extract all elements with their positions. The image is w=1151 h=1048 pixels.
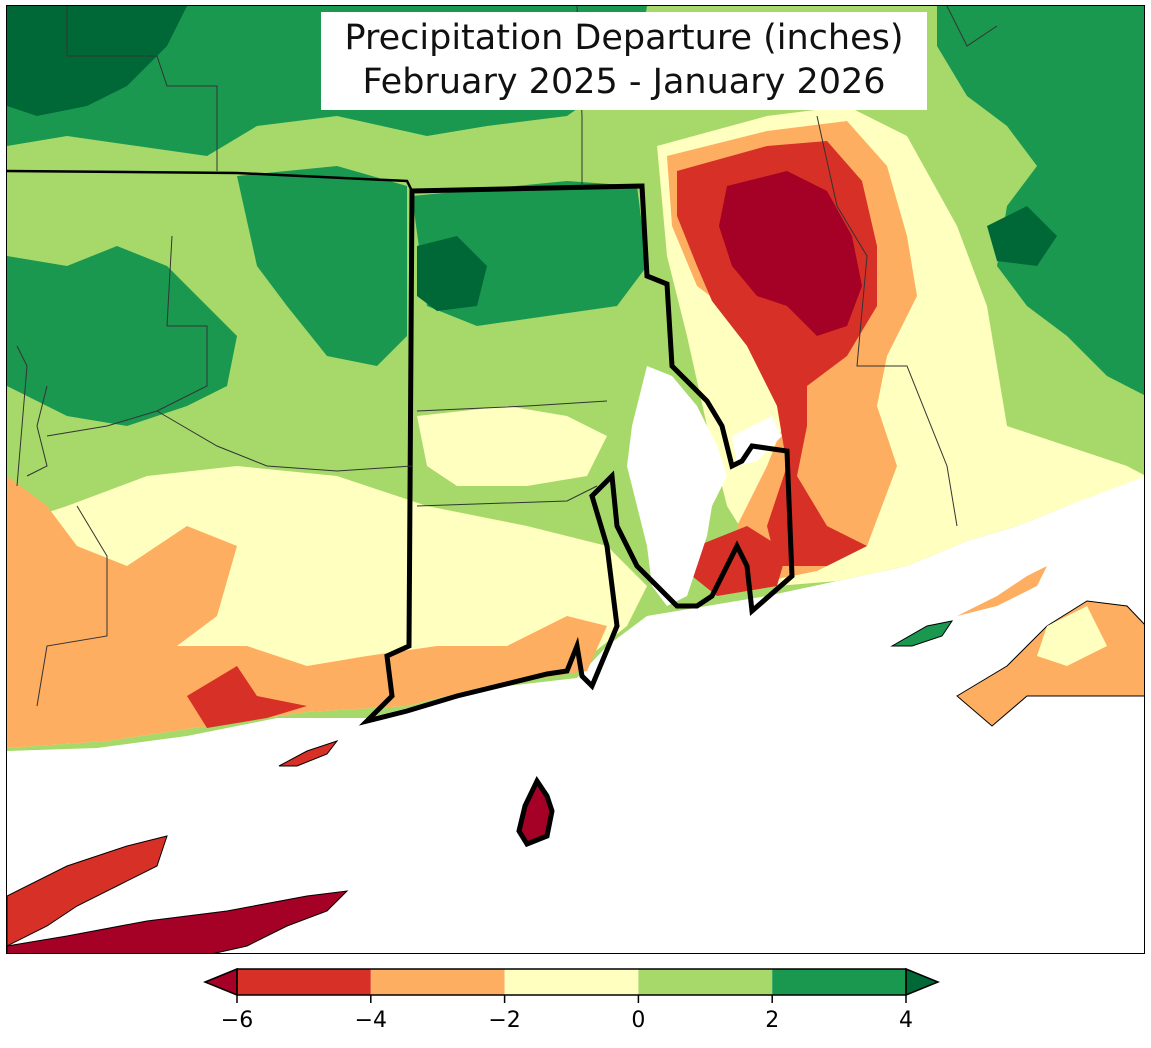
map-frame bbox=[6, 5, 1145, 954]
se-ma-very-dry bbox=[719, 171, 862, 336]
colorbar-bin bbox=[237, 969, 371, 995]
colorbar-tick-label: −4 bbox=[355, 1008, 387, 1033]
cape-cod-sliver bbox=[957, 566, 1047, 616]
ct-wet-patch-2 bbox=[237, 166, 407, 366]
central-neutral-band bbox=[417, 406, 607, 486]
colorbar-tick-label: −2 bbox=[488, 1008, 520, 1033]
colorbar-extend-low bbox=[203, 967, 238, 997]
elizabeth-islands bbox=[890, 620, 954, 647]
colorbar-tick-label: 4 bbox=[899, 1008, 913, 1033]
ri-wet-darkest bbox=[417, 236, 487, 311]
marthas-vineyard-yellow bbox=[1037, 606, 1107, 666]
colorbar-tick-label: 2 bbox=[765, 1008, 779, 1033]
ri-east-dry-red bbox=[692, 526, 787, 596]
ri-state-border bbox=[358, 183, 795, 726]
colorbar-bin bbox=[504, 969, 639, 995]
block-island bbox=[516, 775, 555, 848]
colorbar-extend-high bbox=[905, 967, 940, 997]
colorbar-ticks: −6 −4 −2 0 2 4 bbox=[221, 995, 913, 1033]
colorbar-bin bbox=[638, 969, 773, 995]
colorbar: −6 −4 −2 0 2 4 bbox=[203, 967, 940, 1033]
colorbar-bin bbox=[370, 969, 505, 995]
ne-ma-wet bbox=[937, 6, 1144, 395]
colorbar-tick-label: −6 bbox=[221, 1008, 253, 1033]
title-line-1: Precipitation Departure (inches) bbox=[344, 18, 904, 58]
long-island-fork bbox=[7, 835, 168, 947]
colorbar-outline bbox=[236, 968, 907, 996]
coastal-dry-red-ct bbox=[187, 666, 307, 728]
county-borders bbox=[16, 6, 998, 707]
precipitation-map bbox=[7, 6, 1144, 953]
colorbar-bins bbox=[237, 969, 906, 995]
ne-ma-wet-darkest bbox=[987, 206, 1057, 266]
coastal-dry-orange bbox=[7, 476, 607, 748]
narragansett-bay bbox=[627, 366, 727, 606]
title-line-2: February 2025 - January 2026 bbox=[362, 62, 886, 102]
north-wet-darkest bbox=[7, 6, 187, 116]
map-title: Precipitation Departure (inches) Februar… bbox=[321, 12, 927, 110]
colorbar-tick-label: 0 bbox=[631, 1008, 645, 1033]
long-island-east bbox=[7, 890, 349, 953]
ocean-water bbox=[7, 476, 1144, 953]
ct-wet-patch-1 bbox=[7, 246, 237, 426]
ct-ma-border bbox=[7, 169, 414, 192]
fishers-island bbox=[278, 740, 339, 767]
colorbar-bin bbox=[772, 969, 906, 995]
